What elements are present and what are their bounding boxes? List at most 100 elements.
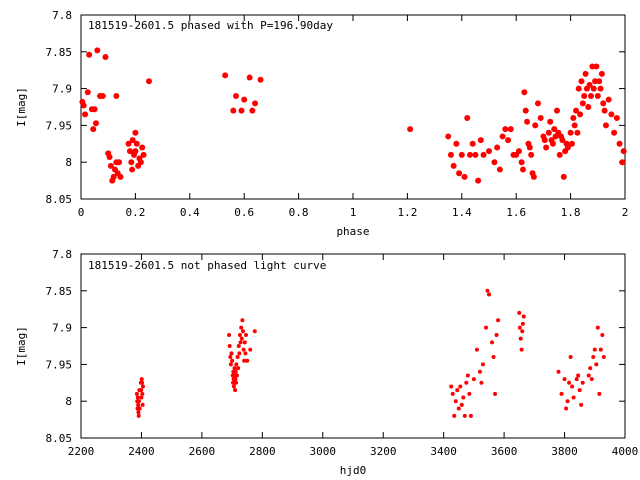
data-point <box>597 391 602 396</box>
data-point <box>471 377 476 382</box>
data-point <box>582 70 589 77</box>
data-point <box>577 111 584 118</box>
x-tick-label: 0.4 <box>180 206 200 219</box>
data-point <box>477 137 484 144</box>
x-tick-label: 1 <box>350 206 357 219</box>
data-point <box>461 395 466 400</box>
data-point <box>222 72 229 79</box>
data-point <box>600 100 607 107</box>
data-point <box>594 362 599 367</box>
x-tick-label: 1.6 <box>506 206 526 219</box>
data-point <box>140 380 145 385</box>
data-point <box>80 102 87 109</box>
data-point <box>567 129 574 136</box>
chart-title: 181519-2601.5 not phased light curve <box>88 259 326 272</box>
data-point <box>94 47 101 54</box>
data-point <box>613 115 620 122</box>
data-point <box>486 148 492 155</box>
data-point <box>239 325 244 330</box>
x-axis-label: hjd0 <box>340 464 367 477</box>
x-tick-label: 3800 <box>551 445 578 458</box>
x-tick-label: 4000 <box>612 445 639 458</box>
data-point <box>237 351 242 356</box>
data-point <box>137 406 142 411</box>
data-point <box>230 107 237 114</box>
data-point <box>530 173 537 180</box>
data-point <box>560 173 567 180</box>
data-point <box>227 332 232 337</box>
data-point <box>519 347 524 352</box>
y-tick-label: 7.85 <box>46 285 73 298</box>
data-point <box>84 89 91 96</box>
data-point <box>521 89 528 96</box>
data-point <box>491 159 498 166</box>
y-tick-label: 7.9 <box>52 83 72 96</box>
data-point <box>562 377 567 382</box>
data-point <box>521 314 526 319</box>
phased-light-curve-panel: 0 0.2 0.4 0.6 0.8 1 1.2 1.4 1.6 1.8 2 7.8 7.85 7.9 7.9… <box>15 9 628 238</box>
data-point <box>465 373 470 378</box>
x-tick-label: 2600 <box>189 445 216 458</box>
data-point <box>601 107 608 114</box>
data-point <box>518 159 525 166</box>
data-point <box>453 399 458 404</box>
data-point <box>499 133 506 140</box>
data-point <box>517 310 522 315</box>
chart-title: 181519-2601.5 phased with P=196.90day <box>88 19 333 32</box>
data-point <box>227 344 232 348</box>
data-point <box>140 384 145 389</box>
data-point <box>592 347 597 352</box>
data-point <box>455 388 460 393</box>
data-point <box>605 96 612 103</box>
x-tick-label: 0.2 <box>125 206 145 219</box>
data-point <box>240 318 245 323</box>
data-point <box>520 329 525 334</box>
data-point <box>458 151 465 158</box>
data-point <box>110 173 117 180</box>
y-axis-label: I[mag] <box>15 87 28 127</box>
x-tick-label: 2 <box>622 206 629 219</box>
data-point <box>233 388 238 393</box>
data-point <box>136 410 141 415</box>
data-point <box>588 366 593 371</box>
data-point <box>228 355 233 360</box>
data-point <box>474 347 479 352</box>
data-point <box>577 388 582 393</box>
data-point <box>238 340 243 345</box>
data-point <box>494 144 501 151</box>
x-tick-label: 3400 <box>430 445 457 458</box>
data-point <box>229 351 234 356</box>
data-point <box>241 347 246 352</box>
y-tick-label: 7.8 <box>52 9 72 22</box>
data-point <box>137 159 144 166</box>
unphased-light-curve-panel: 2200 2400 2600 2800 3000 3200 3400 3600 3800 4000… <box>15 248 638 477</box>
data-point <box>464 115 471 122</box>
data-point <box>568 355 573 360</box>
data-point <box>551 126 558 133</box>
x-tick-label: 2400 <box>128 445 155 458</box>
data-point <box>616 140 623 147</box>
data-point <box>128 159 135 166</box>
data-point <box>526 144 533 151</box>
data-point <box>524 118 531 125</box>
data-point <box>496 318 501 323</box>
data-point <box>600 332 605 337</box>
data-point <box>228 362 233 367</box>
data-point <box>246 74 253 81</box>
x-tick-label: 1.4 <box>452 206 472 219</box>
data-point <box>136 413 141 418</box>
data-point <box>140 151 147 158</box>
data-point <box>137 399 142 404</box>
data-point <box>596 78 603 85</box>
data-point <box>570 115 577 122</box>
y-tick-label: 8 <box>65 395 72 408</box>
data-point <box>139 395 144 400</box>
data-point <box>242 340 247 345</box>
plot-frame <box>80 14 626 200</box>
data-point <box>575 85 582 92</box>
data-point <box>496 166 503 173</box>
data-point <box>480 151 487 158</box>
data-point <box>237 332 242 337</box>
data-point <box>461 173 468 180</box>
y-tick-label: 7.8 <box>52 248 72 261</box>
